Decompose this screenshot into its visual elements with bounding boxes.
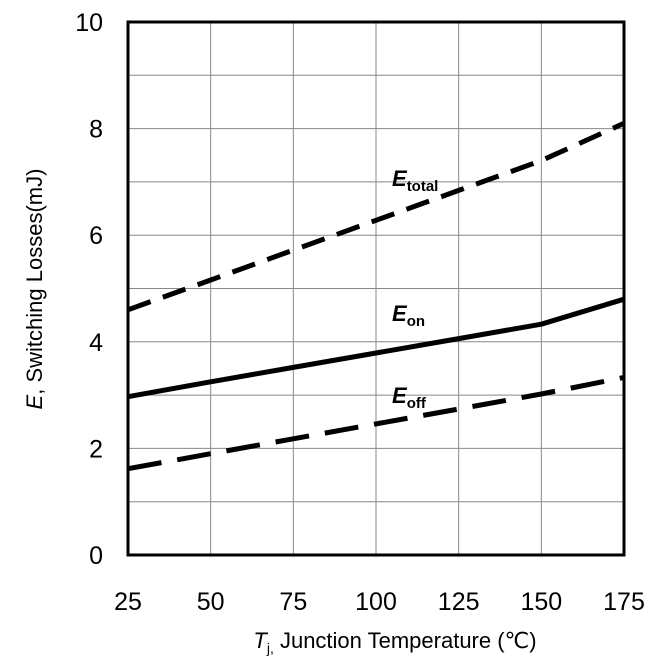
series-line-e-off bbox=[127, 375, 625, 472]
x-tick-label: 75 bbox=[279, 588, 307, 616]
x-tick-label: 50 bbox=[197, 588, 225, 616]
x-tick-label: 100 bbox=[355, 588, 397, 616]
series-label-e-on: Eon bbox=[392, 301, 425, 330]
series-lines bbox=[127, 121, 626, 472]
y-axis-label-text: , Switching Losses(mJ) bbox=[22, 169, 47, 395]
plot-frame bbox=[126, 20, 626, 557]
y-tick-label: 4 bbox=[89, 329, 103, 357]
y-tick-label: 10 bbox=[75, 9, 103, 37]
grid-lines bbox=[127, 21, 625, 556]
y-tick-label: 0 bbox=[89, 542, 103, 570]
x-axis-label: Tj, Junction Temperature (℃) bbox=[253, 628, 536, 656]
y-axis-label: E, Switching Losses(mJ) bbox=[22, 169, 47, 410]
y-tick-label: 8 bbox=[89, 116, 103, 144]
x-tick-label: 150 bbox=[520, 588, 562, 616]
y-axis-label-symbol: E bbox=[22, 394, 47, 409]
series-label-e-off: Eoff bbox=[392, 383, 427, 412]
x-axis-label-subscript: j, bbox=[266, 640, 274, 656]
x-axis-label-symbol: T bbox=[253, 628, 268, 653]
x-tick-labels: 25 50 75 100 125 150 175 bbox=[114, 588, 645, 616]
x-tick-label: 175 bbox=[603, 588, 645, 616]
y-tick-label: 2 bbox=[89, 435, 103, 463]
y-tick-labels: 0 2 4 6 8 10 bbox=[75, 9, 103, 570]
series-line-e-total bbox=[127, 121, 626, 313]
x-axis-label-text: Junction Temperature (℃) bbox=[274, 628, 537, 653]
series-line-e-on bbox=[127, 296, 625, 400]
x-tick-label: 125 bbox=[438, 588, 480, 616]
series-labels: Eon Eoff Etotal bbox=[392, 166, 438, 412]
x-tick-label: 25 bbox=[114, 588, 142, 616]
y-tick-label: 6 bbox=[89, 222, 103, 250]
series-label-e-total: Etotal bbox=[392, 166, 438, 195]
